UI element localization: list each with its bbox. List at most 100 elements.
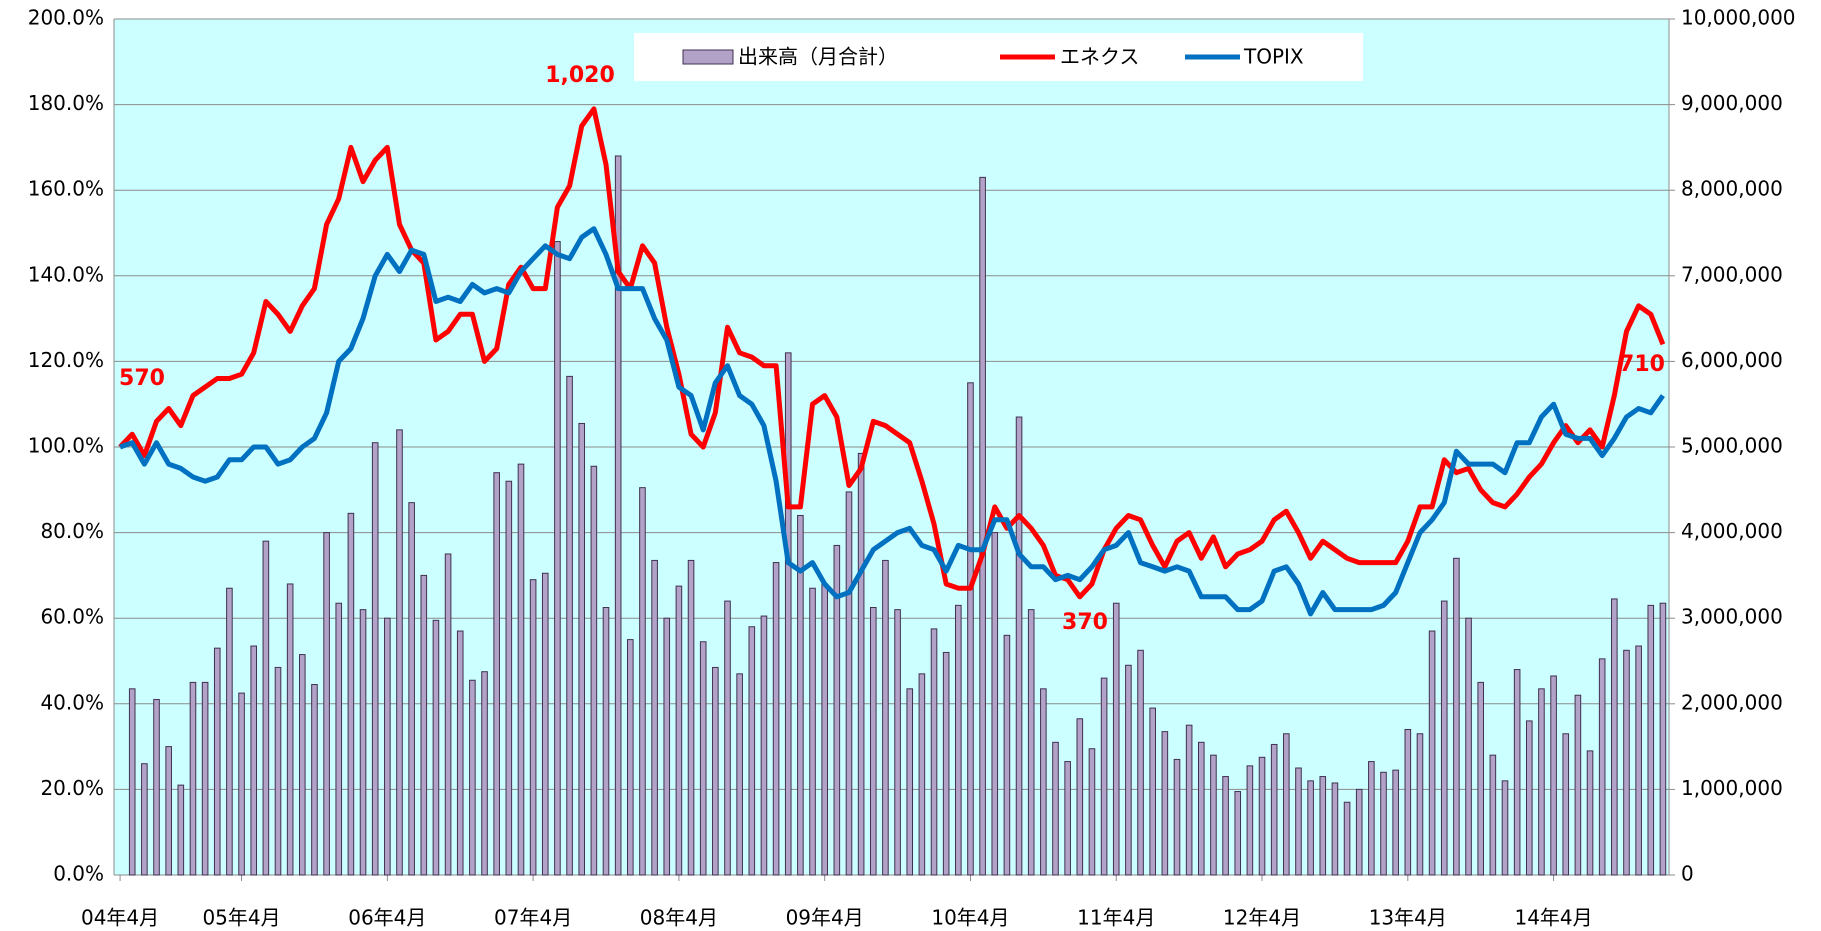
y2-tick-label: 9,000,000: [1681, 91, 1783, 115]
y2-tick-label: 0: [1681, 862, 1694, 886]
bar: [1513, 669, 1521, 876]
legend-swatch: [682, 49, 734, 65]
bar: [408, 502, 415, 876]
bar: [1647, 604, 1655, 876]
annotation: 710: [1619, 352, 1665, 377]
bar: [554, 241, 561, 876]
bar: [614, 155, 622, 876]
y-tick-label: 200.0%: [28, 6, 104, 30]
bar: [1392, 769, 1399, 876]
bar: [724, 600, 731, 876]
y2-tick-label: 8,000,000: [1681, 177, 1783, 201]
y-tick-label: 160.0%: [28, 177, 104, 201]
bar: [1343, 801, 1351, 876]
bar: [809, 587, 816, 876]
bar: [286, 583, 294, 876]
x-tick-label: 04年4月: [81, 906, 159, 930]
y2-tick-label: 4,000,000: [1681, 519, 1783, 543]
bar: [1477, 681, 1484, 876]
bar: [456, 630, 464, 876]
bar: [675, 585, 683, 876]
bar: [651, 559, 658, 876]
bar: [639, 487, 646, 876]
bar: [699, 641, 707, 876]
annotation: 370: [1062, 610, 1108, 635]
bar: [1027, 609, 1035, 876]
bar: [1295, 767, 1302, 876]
bar: [1197, 741, 1205, 876]
x-tick-label: 12年4月: [1223, 906, 1301, 930]
bar: [1319, 776, 1327, 876]
bar: [845, 491, 853, 876]
bar: [1185, 724, 1193, 876]
bar: [627, 639, 634, 876]
y-tick-label: 0.0%: [53, 862, 104, 886]
bar: [141, 763, 148, 876]
bar: [1270, 743, 1278, 876]
x-tick-label: 09年4月: [786, 906, 864, 930]
bar: [602, 607, 610, 876]
bar: [165, 746, 172, 876]
bar: [1100, 677, 1108, 876]
bar: [967, 382, 974, 876]
bar: [128, 688, 136, 876]
bar: [1404, 728, 1412, 876]
bar: [857, 452, 865, 876]
bar: [1331, 782, 1339, 876]
x-tick-label: 10年4月: [931, 906, 1009, 930]
bar: [1112, 602, 1120, 876]
bar: [469, 679, 476, 876]
x-tick-label: 05年4月: [202, 906, 280, 930]
bar: [1355, 788, 1363, 876]
annotation: 570: [119, 366, 165, 391]
line: [118, 106, 1666, 600]
bar: [1380, 771, 1387, 876]
bar: [1525, 720, 1533, 876]
bar: [1246, 765, 1254, 876]
bar: [226, 587, 233, 876]
bar: [1635, 645, 1642, 876]
bar: [1137, 649, 1144, 876]
legend-label: エネクス: [1060, 45, 1139, 69]
bar: [1550, 675, 1557, 876]
legend: [634, 33, 1363, 81]
bar: [1574, 694, 1582, 876]
bar: [1562, 733, 1570, 876]
bar: [201, 681, 209, 876]
bar: [1440, 600, 1448, 876]
bar: [420, 574, 428, 876]
bar: [1088, 748, 1096, 876]
bar: [517, 463, 525, 876]
bar: [1015, 416, 1023, 876]
bar: [1040, 688, 1047, 876]
bar: [347, 512, 355, 876]
bar: [1465, 617, 1472, 876]
x-tick-label: 07年4月: [494, 906, 572, 930]
bar: [1234, 791, 1242, 876]
y-tick-label: 180.0%: [28, 91, 104, 115]
bar: [1258, 756, 1266, 876]
x-tick-label: 13年4月: [1369, 906, 1447, 930]
bar: [566, 375, 573, 876]
y-tick-label: 40.0%: [40, 690, 104, 714]
y-tick-label: 20.0%: [40, 776, 104, 800]
bar: [1173, 758, 1181, 876]
y2-tick-label: 3,000,000: [1681, 605, 1783, 629]
bar: [1453, 557, 1460, 876]
bar: [444, 553, 452, 876]
bar: [1659, 602, 1667, 876]
y2-tick-label: 10,000,000: [1681, 6, 1796, 30]
y2-tick-label: 5,000,000: [1681, 434, 1783, 458]
bar: [1428, 630, 1436, 876]
bar: [1064, 761, 1071, 876]
bar: [1598, 658, 1606, 876]
bar: [274, 666, 282, 876]
bar: [262, 540, 270, 876]
bar: [784, 352, 792, 876]
bar: [894, 609, 901, 876]
bar: [991, 532, 999, 876]
y2-tick-label: 2,000,000: [1681, 690, 1783, 714]
bar: [1623, 649, 1630, 876]
bar: [1489, 754, 1497, 876]
y2-tick-label: 6,000,000: [1681, 348, 1783, 372]
